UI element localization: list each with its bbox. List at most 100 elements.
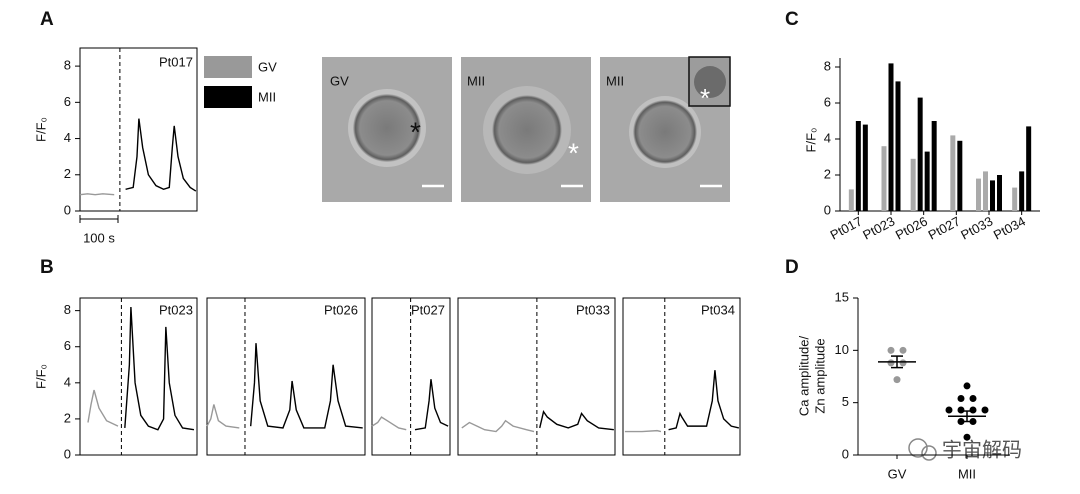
bar	[950, 135, 956, 211]
point	[899, 359, 907, 367]
y-tick-label: 2	[64, 410, 71, 425]
bar	[990, 180, 995, 211]
legend-swatch	[204, 86, 252, 108]
x-tick-label: Pt017	[828, 213, 865, 242]
y-tick-label: 0	[842, 446, 849, 461]
micrograph: GV *	[322, 57, 452, 202]
panel-label: B	[40, 257, 54, 278]
y-tick-label: 8	[64, 58, 71, 73]
point	[945, 406, 953, 414]
x-tick-label: Pt033	[958, 213, 995, 242]
trace	[206, 404, 240, 429]
y-tick-label: 0	[64, 446, 71, 461]
bar	[855, 121, 861, 211]
point	[963, 433, 971, 441]
point	[957, 406, 965, 414]
y-tick-label: 6	[824, 94, 831, 109]
bar	[888, 63, 894, 212]
trace	[624, 429, 662, 433]
y-tick-label: 2	[824, 166, 831, 181]
point	[899, 346, 907, 354]
y-tick-label: 0	[824, 202, 831, 217]
micrograph: MII *	[461, 57, 591, 202]
trace	[668, 370, 740, 431]
point	[969, 394, 977, 402]
y-axis-label: Zn amplitude	[812, 338, 827, 413]
bar	[881, 146, 887, 211]
point	[963, 382, 971, 390]
trace-title: Pt027	[411, 302, 445, 317]
frame	[79, 297, 198, 456]
bar	[1019, 171, 1025, 211]
panel-label: D	[785, 257, 799, 278]
image-label: GV	[330, 73, 349, 88]
frame	[206, 297, 366, 456]
bar	[862, 124, 868, 211]
bar	[895, 81, 901, 212]
trace-title: Pt023	[159, 302, 193, 317]
trace-title: Pt026	[324, 302, 358, 317]
x-tick-label: GV	[888, 466, 907, 481]
y-tick-label: 6	[64, 94, 71, 109]
point	[957, 394, 965, 402]
trace	[79, 193, 115, 196]
y-tick-label: 4	[64, 374, 71, 389]
y-axis-label: Ca amplitude/	[796, 336, 811, 417]
y-tick-label: 0	[64, 202, 71, 217]
trace	[87, 389, 119, 427]
y-tick-label: 4	[64, 130, 71, 145]
trace	[414, 379, 449, 431]
y-tick-label: 5	[842, 394, 849, 409]
panel-label: A	[40, 9, 54, 30]
marker: *	[410, 116, 421, 147]
x-tick-label: Pt034	[991, 213, 1028, 242]
point	[893, 376, 901, 384]
x-tick-label: Pt026	[893, 213, 930, 242]
legend-swatch	[204, 56, 252, 78]
scale-bar-label: 100 s	[83, 230, 115, 245]
trace-title: Pt034	[701, 302, 735, 317]
micrograph: MII *	[600, 56, 731, 202]
point	[969, 406, 977, 414]
bar	[983, 171, 988, 211]
watermark-text: 宇宙解码	[942, 438, 1022, 461]
y-tick-label: 4	[824, 130, 831, 145]
marker: *	[700, 83, 710, 113]
trace	[539, 410, 614, 431]
point	[887, 346, 895, 354]
bar	[924, 151, 930, 211]
point	[887, 359, 895, 367]
y-tick-label: 15	[835, 289, 849, 304]
frame	[622, 297, 741, 456]
point	[981, 406, 989, 414]
frame	[79, 47, 198, 212]
watermark: 宇宙解码	[908, 438, 1022, 461]
y-tick-label: 2	[64, 166, 71, 181]
trace	[371, 416, 407, 431]
marker: *	[568, 137, 579, 168]
bar	[931, 121, 937, 211]
panel-label: C	[785, 9, 799, 30]
bar	[910, 158, 916, 211]
legend-label: MII	[258, 89, 276, 104]
trace	[249, 343, 363, 429]
bar	[997, 175, 1002, 211]
bar	[1012, 187, 1018, 211]
x-tick-label: MII	[958, 466, 976, 481]
trace	[124, 306, 195, 431]
bar	[957, 140, 963, 211]
bar	[1026, 126, 1032, 211]
image-label: MII	[467, 73, 485, 88]
x-tick-label: Pt027	[926, 213, 963, 242]
y-axis-label: F/F₀	[33, 117, 48, 142]
y-tick-label: 6	[64, 338, 71, 353]
y-tick-label: 8	[64, 302, 71, 317]
y-tick-label: 8	[824, 58, 831, 73]
image-label: MII	[606, 73, 624, 88]
y-axis-label: F/F₀	[33, 364, 48, 389]
y-tick-label: 10	[835, 342, 849, 357]
bar	[976, 178, 981, 211]
trace-title: Pt017	[159, 54, 193, 69]
bar	[917, 97, 923, 211]
